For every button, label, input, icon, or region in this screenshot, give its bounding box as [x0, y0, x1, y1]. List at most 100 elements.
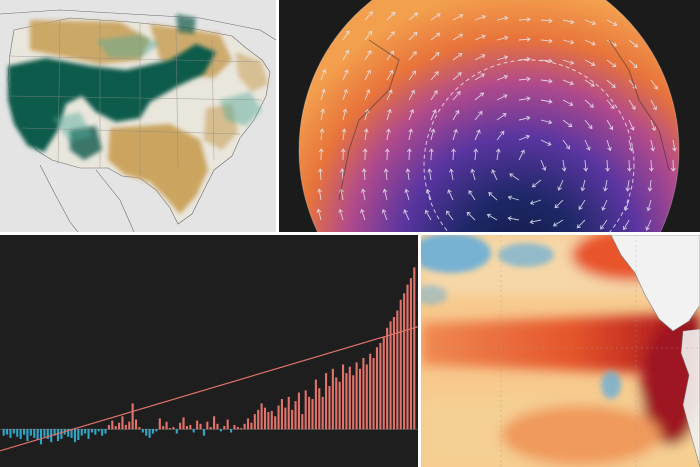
wind-arrow [584, 139, 591, 151]
wind-arrow [430, 32, 441, 41]
wind-arrow [540, 18, 553, 24]
bar [114, 426, 117, 430]
precipitation-anomaly-map-graphic [0, 0, 276, 232]
wind-arrow [507, 216, 520, 221]
wind-arrow [554, 199, 564, 209]
wind-arrow [429, 148, 434, 161]
bar [246, 418, 250, 430]
wind-arrow [601, 199, 608, 211]
wind-arrow [648, 159, 654, 172]
bar [362, 358, 365, 430]
bar [179, 422, 182, 430]
bar [243, 423, 246, 430]
wind-arrow [449, 168, 454, 181]
wind-arrow [341, 128, 347, 141]
wind-arrow [474, 110, 483, 121]
bar [308, 396, 311, 430]
wind-arrow [342, 108, 348, 121]
bar [328, 386, 331, 430]
bar [87, 429, 90, 439]
bar [39, 429, 43, 445]
wind-arrow [606, 139, 612, 152]
chart-background [0, 235, 418, 467]
bar [369, 353, 372, 430]
wind-arrow [606, 79, 616, 88]
wind-arrow [452, 53, 463, 61]
wind-arrow [628, 139, 634, 152]
bar [189, 424, 192, 430]
wind-arrow [518, 37, 531, 42]
wind-arrow [584, 59, 596, 66]
bar [19, 429, 22, 439]
wind-arrow [470, 168, 476, 181]
wind-arrow [452, 128, 458, 141]
wind-arrow [386, 50, 394, 61]
wind-arrow [622, 219, 630, 231]
bar [33, 429, 36, 438]
wind-arrow [496, 55, 509, 61]
wind-arrow [316, 208, 322, 221]
bar [60, 429, 63, 439]
wind-arrow [382, 188, 388, 201]
wind-arrow [495, 148, 501, 161]
wind-arrow [625, 179, 631, 192]
wind-arrow [578, 199, 586, 210]
wind-arrow [518, 134, 530, 141]
wind-arrow [383, 168, 389, 181]
wind-arrow [424, 209, 432, 221]
bar [236, 427, 239, 430]
bar [406, 284, 409, 430]
wind-arrow [320, 69, 327, 81]
wind-arrow [606, 59, 617, 68]
bar [90, 429, 93, 433]
bar [213, 416, 216, 430]
bar [155, 429, 158, 432]
globe-rim [298, 0, 680, 232]
bar [372, 358, 375, 430]
bar [185, 426, 188, 430]
wind-arrow [529, 199, 542, 205]
bar [192, 429, 195, 433]
central-america-land [610, 235, 700, 332]
bar [101, 429, 104, 436]
bar [325, 373, 328, 430]
wind-arrow [451, 148, 456, 161]
bar [287, 396, 290, 430]
wind-arrow [360, 188, 366, 201]
wind-arrow [403, 209, 410, 221]
bar [97, 429, 100, 432]
coastline-east [608, 39, 670, 171]
wind-arrow [562, 59, 575, 65]
wind-arrow [540, 78, 553, 84]
wind-arrow [342, 69, 349, 81]
wind-arrow [430, 128, 436, 141]
wind-arrow [540, 99, 553, 104]
bar [257, 409, 260, 430]
wind-arrow [583, 159, 589, 172]
wind-arrow [580, 179, 586, 192]
wind-arrow [386, 11, 396, 21]
wind-arrow [318, 168, 323, 181]
wind-arrow [531, 179, 542, 188]
wind-arrow [452, 14, 464, 21]
wind-arrow [518, 56, 531, 62]
bar [26, 429, 29, 442]
wind-arrow [645, 219, 652, 231]
temperature-anomaly-bar-chart [0, 235, 418, 467]
wind-arrow [584, 119, 593, 130]
wind-arrow [606, 99, 615, 110]
wind-arrow [624, 199, 630, 212]
wind-arrow [496, 130, 505, 141]
bar [202, 429, 205, 436]
moist-regions [52, 34, 262, 142]
wind-arrow [529, 219, 542, 225]
warm-anomaly-field [421, 235, 700, 467]
wind-arrow [562, 99, 574, 106]
trend-line [0, 326, 418, 452]
wind-arrow [408, 128, 414, 141]
wind-arrow [320, 108, 326, 121]
wind-arrow [584, 99, 594, 108]
wind-arrow [430, 109, 437, 121]
wind-arrow [364, 50, 372, 61]
wind-arrow [650, 139, 656, 152]
